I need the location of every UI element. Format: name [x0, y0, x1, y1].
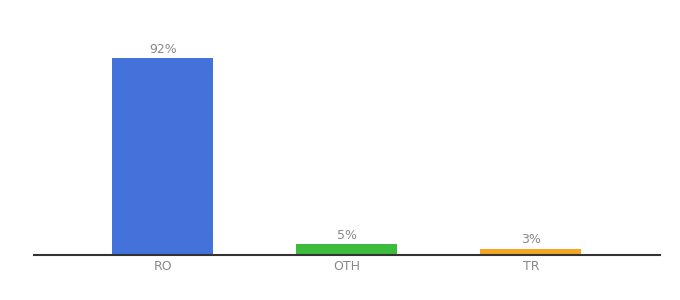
Text: 92%: 92% [149, 43, 177, 56]
Text: 5%: 5% [337, 229, 357, 242]
Text: 3%: 3% [521, 233, 541, 246]
Bar [480, 249, 581, 255]
Bar [296, 244, 397, 255]
Bar [112, 58, 214, 255]
